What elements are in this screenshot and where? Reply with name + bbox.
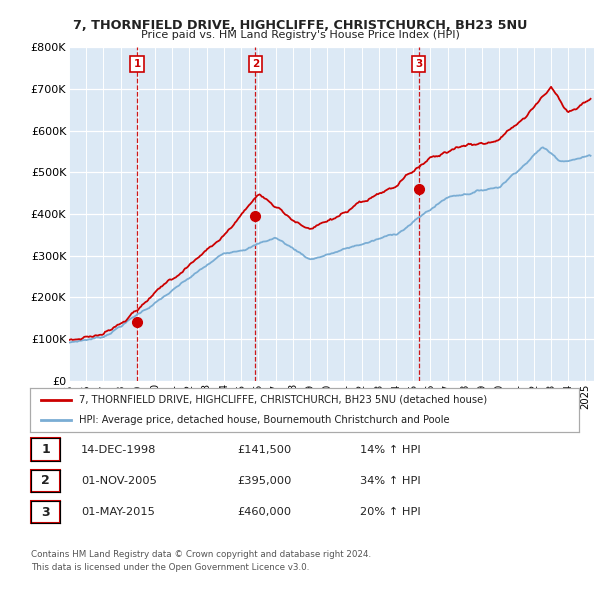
Text: £395,000: £395,000	[237, 476, 292, 486]
Text: 14-DEC-1998: 14-DEC-1998	[81, 445, 157, 454]
Text: £141,500: £141,500	[237, 445, 291, 454]
Text: 3: 3	[415, 59, 422, 69]
Text: 01-NOV-2005: 01-NOV-2005	[81, 476, 157, 486]
Text: 7, THORNFIELD DRIVE, HIGHCLIFFE, CHRISTCHURCH, BH23 5NU (detached house): 7, THORNFIELD DRIVE, HIGHCLIFFE, CHRISTC…	[79, 395, 488, 405]
Text: 3: 3	[41, 506, 50, 519]
Text: Price paid vs. HM Land Registry's House Price Index (HPI): Price paid vs. HM Land Registry's House …	[140, 30, 460, 40]
Text: £460,000: £460,000	[237, 507, 291, 517]
Text: 2: 2	[252, 59, 259, 69]
Text: 2: 2	[41, 474, 50, 487]
Text: 20% ↑ HPI: 20% ↑ HPI	[360, 507, 421, 517]
Text: 14% ↑ HPI: 14% ↑ HPI	[360, 445, 421, 454]
Text: 1: 1	[41, 443, 50, 456]
Text: 34% ↑ HPI: 34% ↑ HPI	[360, 476, 421, 486]
Text: 7, THORNFIELD DRIVE, HIGHCLIFFE, CHRISTCHURCH, BH23 5NU: 7, THORNFIELD DRIVE, HIGHCLIFFE, CHRISTC…	[73, 19, 527, 32]
Text: This data is licensed under the Open Government Licence v3.0.: This data is licensed under the Open Gov…	[31, 563, 310, 572]
Text: Contains HM Land Registry data © Crown copyright and database right 2024.: Contains HM Land Registry data © Crown c…	[31, 550, 371, 559]
Text: HPI: Average price, detached house, Bournemouth Christchurch and Poole: HPI: Average price, detached house, Bour…	[79, 415, 450, 425]
Text: 01-MAY-2015: 01-MAY-2015	[81, 507, 155, 517]
Text: 1: 1	[133, 59, 140, 69]
